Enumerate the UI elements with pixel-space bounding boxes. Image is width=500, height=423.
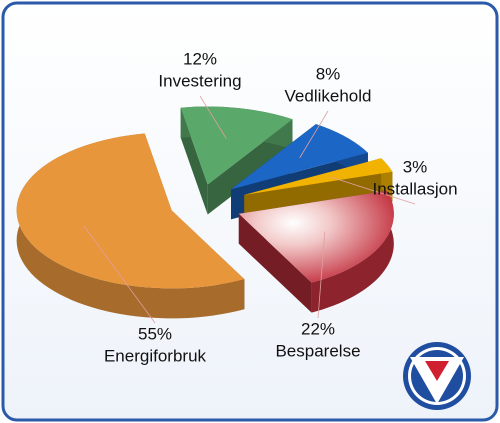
slice-side — [238, 213, 312, 313]
category-label: Investering — [158, 71, 241, 90]
leader-line — [199, 95, 227, 139]
leader-line — [83, 225, 156, 324]
slice-side — [311, 190, 394, 313]
leader-line — [317, 231, 326, 319]
leader-line — [330, 176, 416, 205]
slice — [238, 190, 394, 283]
slice — [180, 106, 293, 185]
value-label: 12% — [183, 49, 217, 68]
slice — [244, 158, 393, 195]
category-label: Vedlikehold — [285, 86, 372, 105]
category-label: Installasjon — [372, 179, 457, 198]
value-label: 22% — [301, 319, 335, 338]
category-label: Energiforbruk — [104, 346, 207, 365]
category-label: Besparelse — [275, 341, 360, 360]
value-label: 3% — [403, 157, 428, 176]
logo — [403, 342, 471, 410]
leader-line — [299, 110, 329, 159]
slice — [16, 133, 245, 289]
value-label: 55% — [138, 324, 172, 343]
slice — [231, 124, 368, 190]
logo-triangle — [425, 361, 449, 381]
pie: 12% Investering 8% Vedlikehold 3% Installasjo… — [16, 49, 458, 365]
value-label: 8% — [316, 64, 341, 83]
